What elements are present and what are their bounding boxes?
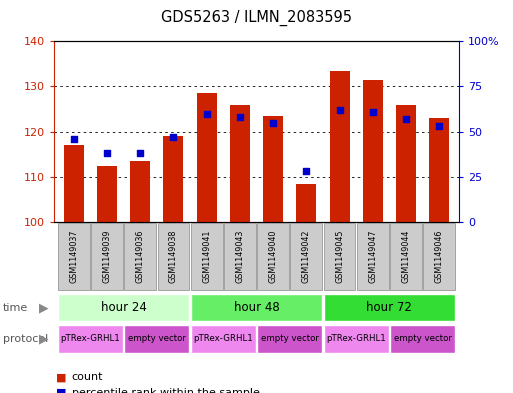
Bar (191, 325, 256, 353)
Point (269, 119, 277, 126)
Text: GSM1149040: GSM1149040 (269, 230, 278, 283)
Text: GSM1149042: GSM1149042 (302, 230, 311, 283)
Text: time: time (3, 303, 28, 312)
Text: hour 72: hour 72 (366, 301, 412, 314)
Text: ■: ■ (56, 388, 67, 393)
Text: GDS5263 / ILMN_2083595: GDS5263 / ILMN_2083595 (161, 9, 352, 26)
Text: GSM1149039: GSM1149039 (103, 230, 111, 283)
Bar (164, 136, 184, 222)
Point (302, 168, 310, 174)
Text: pTRex-GRHL1: pTRex-GRHL1 (326, 334, 386, 343)
Bar (191, 223, 223, 290)
Bar (390, 325, 455, 353)
Text: GSM1149036: GSM1149036 (136, 230, 145, 283)
Bar (290, 223, 322, 290)
Bar (58, 294, 189, 321)
Bar (257, 223, 289, 290)
Bar (363, 80, 383, 222)
Bar (357, 223, 389, 290)
Bar (124, 325, 189, 353)
Text: percentile rank within the sample: percentile rank within the sample (72, 388, 260, 393)
Text: hour 24: hour 24 (101, 301, 147, 314)
Text: GSM1149037: GSM1149037 (69, 230, 78, 283)
Bar (297, 184, 317, 222)
Bar (324, 223, 356, 290)
Point (103, 150, 111, 156)
Point (336, 107, 344, 113)
Bar (230, 105, 250, 222)
Text: empty vector: empty vector (128, 334, 186, 343)
Text: GSM1149045: GSM1149045 (335, 230, 344, 283)
Bar (130, 161, 150, 222)
Text: count: count (72, 372, 103, 382)
Bar (396, 105, 416, 222)
Bar (124, 223, 156, 290)
Point (369, 108, 377, 115)
Text: GSM1149046: GSM1149046 (435, 230, 444, 283)
Bar (390, 223, 422, 290)
Text: ▶: ▶ (39, 332, 49, 345)
Text: ■: ■ (56, 372, 67, 382)
Point (70, 136, 78, 142)
Bar (58, 325, 123, 353)
Bar (423, 223, 455, 290)
Text: pTRex-GRHL1: pTRex-GRHL1 (61, 334, 120, 343)
Text: ▶: ▶ (39, 301, 49, 314)
Text: GSM1149043: GSM1149043 (235, 230, 244, 283)
Text: empty vector: empty vector (393, 334, 451, 343)
Bar (263, 116, 283, 222)
Text: GSM1149044: GSM1149044 (402, 230, 410, 283)
Point (236, 114, 244, 120)
Point (169, 134, 177, 140)
Point (203, 110, 211, 117)
Bar (58, 223, 90, 290)
Bar (429, 118, 449, 222)
Text: GSM1149038: GSM1149038 (169, 230, 178, 283)
Bar (324, 325, 389, 353)
Bar (324, 294, 455, 321)
Bar (64, 145, 84, 222)
Bar (91, 223, 123, 290)
Text: protocol: protocol (3, 334, 48, 344)
Bar (224, 223, 256, 290)
Bar (257, 325, 322, 353)
Bar (97, 165, 117, 222)
Text: pTRex-GRHL1: pTRex-GRHL1 (193, 334, 253, 343)
Bar (191, 294, 322, 321)
Text: GSM1149047: GSM1149047 (368, 230, 377, 283)
Text: empty vector: empty vector (261, 334, 319, 343)
Point (435, 123, 443, 129)
Bar (157, 223, 189, 290)
Bar (196, 93, 216, 222)
Text: hour 48: hour 48 (233, 301, 280, 314)
Point (136, 150, 144, 156)
Bar (329, 71, 349, 222)
Point (402, 116, 410, 122)
Text: GSM1149041: GSM1149041 (202, 230, 211, 283)
